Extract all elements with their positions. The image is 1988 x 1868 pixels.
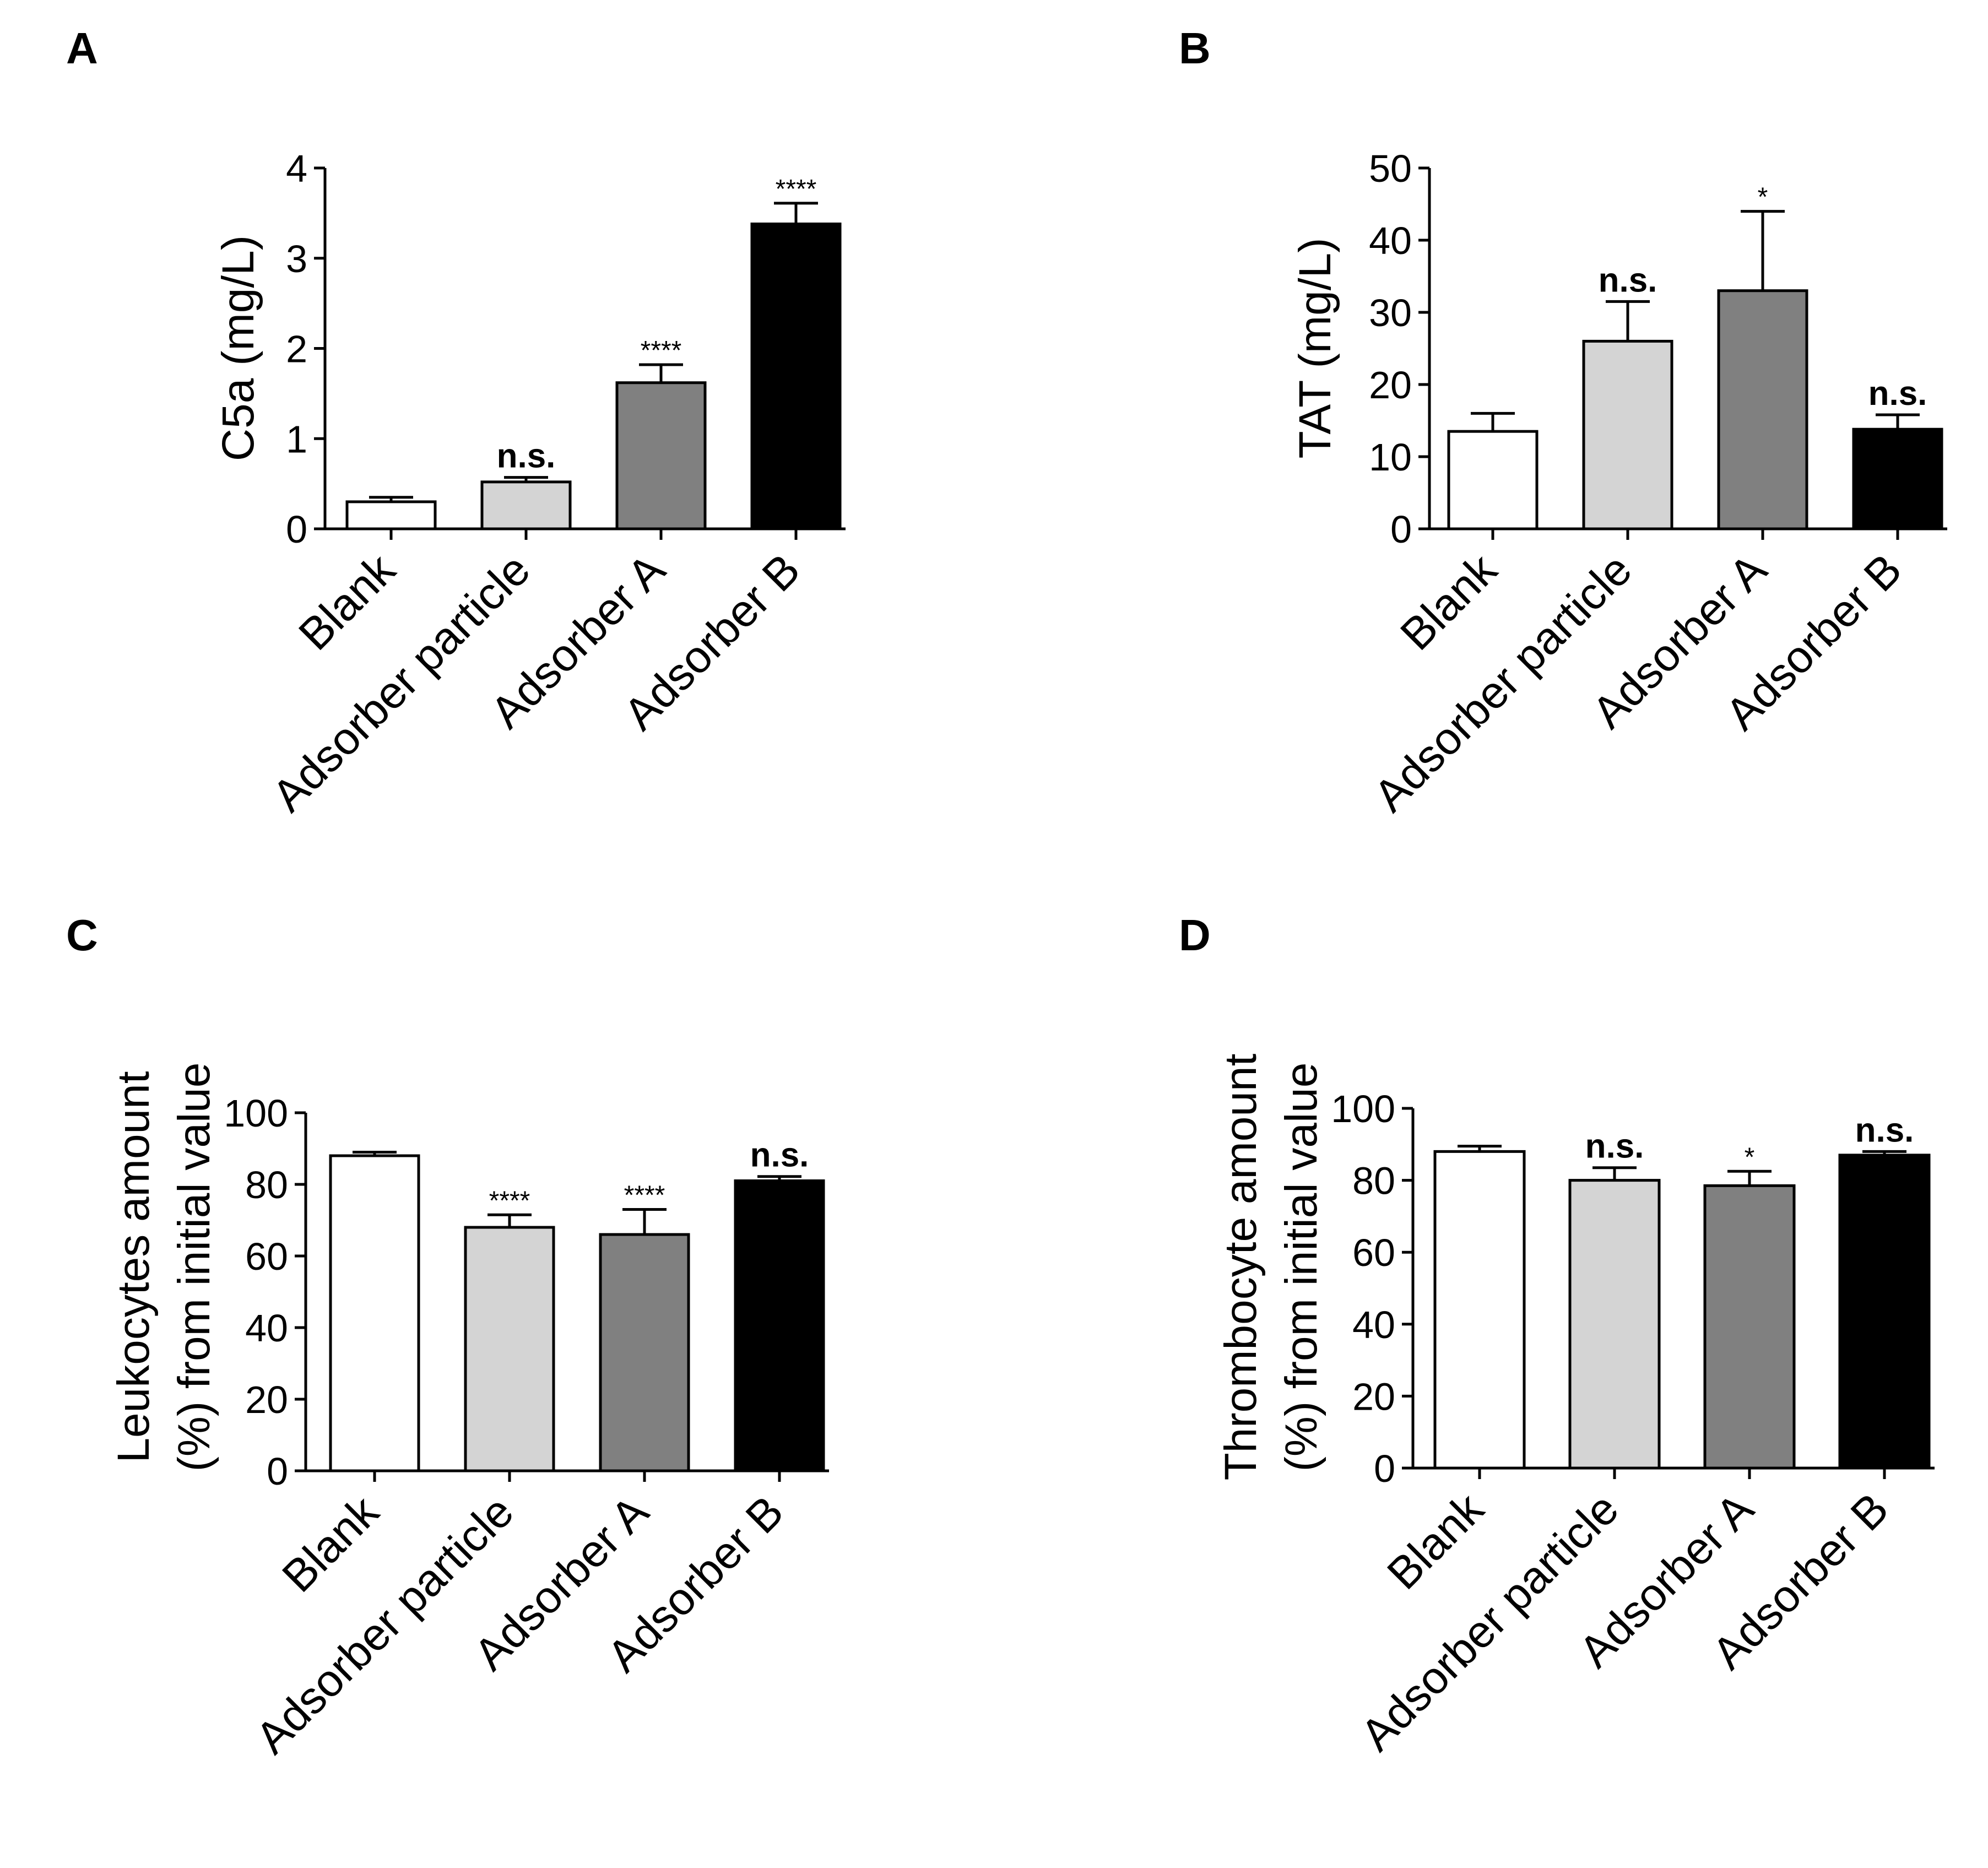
y-tick-label: 80 bbox=[245, 1163, 288, 1206]
y-tick-label: 2 bbox=[286, 328, 307, 371]
y-tick-label: 30 bbox=[1369, 291, 1412, 334]
significance-label: n.s. bbox=[1855, 1111, 1914, 1149]
y-tick-label: 0 bbox=[1390, 508, 1412, 551]
y-tick-label: 3 bbox=[286, 237, 307, 280]
y-tick-label: 0 bbox=[1374, 1447, 1395, 1490]
significance-label: n.s. bbox=[750, 1136, 809, 1174]
bar bbox=[1433, 1150, 1526, 1470]
y-tick-label: 4 bbox=[286, 147, 307, 190]
bar bbox=[329, 1154, 420, 1472]
bar bbox=[1568, 1179, 1661, 1470]
significance-label: n.s. bbox=[497, 437, 556, 475]
significance-label: n.s. bbox=[1599, 261, 1657, 299]
y-tick-label: 100 bbox=[224, 1092, 288, 1135]
y-axis-title: Leukocytes amount (%) from initial value bbox=[109, 1063, 219, 1472]
bar bbox=[1447, 430, 1539, 530]
panel-letter: B bbox=[1179, 24, 1211, 73]
bar bbox=[599, 1233, 690, 1472]
significance-label: **** bbox=[776, 175, 817, 204]
y-tick-label: 80 bbox=[1352, 1160, 1395, 1203]
bar bbox=[464, 1226, 555, 1472]
panel-letter: C bbox=[66, 911, 98, 960]
y-axis-title-line: TAT (mg/L) bbox=[1290, 238, 1340, 459]
y-axis-title-line: (%) from initial value bbox=[169, 1063, 219, 1472]
y-axis-title-line: Thrombocyte amount bbox=[1216, 1053, 1266, 1480]
x-category-label: Blank bbox=[289, 544, 405, 660]
significance-label: n.s. bbox=[1868, 375, 1927, 413]
y-axis-title-line: (%) from initial value bbox=[1276, 1063, 1326, 1472]
bar bbox=[615, 381, 707, 530]
x-category-label: Adsorber particle bbox=[1364, 544, 1642, 821]
y-tick-label: 0 bbox=[267, 1450, 288, 1493]
x-category-label: Blank bbox=[1378, 1483, 1493, 1599]
y-tick-label: 60 bbox=[1352, 1231, 1395, 1274]
bar bbox=[734, 1179, 825, 1472]
y-tick-label: 40 bbox=[1352, 1303, 1395, 1346]
y-tick-label: 40 bbox=[245, 1307, 288, 1350]
significance-label: **** bbox=[624, 1181, 665, 1210]
x-category-label: Blank bbox=[1391, 544, 1507, 660]
x-category-label: Adsorber particle bbox=[246, 1486, 523, 1763]
y-axis-title-line: C5a (mg/L) bbox=[213, 235, 263, 461]
bar bbox=[1852, 427, 1943, 530]
y-tick-label: 20 bbox=[1352, 1375, 1395, 1418]
y-tick-label: 40 bbox=[1369, 219, 1412, 262]
y-tick-label: 10 bbox=[1369, 436, 1412, 479]
y-tick-label: 50 bbox=[1369, 147, 1412, 190]
panel-letter: D bbox=[1179, 911, 1211, 960]
y-axis-title: C5a (mg/L) bbox=[213, 235, 263, 461]
panel-letter: A bbox=[66, 24, 98, 73]
significance-label: **** bbox=[641, 336, 682, 365]
y-axis-title: Thrombocyte amount (%) from initial value bbox=[1216, 1053, 1326, 1480]
bar bbox=[750, 223, 842, 530]
bar bbox=[1838, 1154, 1931, 1470]
x-category-label: Adsorber particle bbox=[1351, 1483, 1628, 1761]
significance-label: n.s. bbox=[1585, 1128, 1644, 1166]
panel-a: A 0 1 2 3 4 C5a (mg/L) Blank n.s. Adsorber partic… bbox=[66, 24, 846, 821]
y-axis-title-line: Leukocytes amount bbox=[109, 1071, 159, 1463]
y-tick-label: 20 bbox=[245, 1378, 288, 1421]
x-category-label: Blank bbox=[273, 1486, 388, 1602]
bar bbox=[1703, 1184, 1796, 1470]
y-axis-title: TAT (mg/L) bbox=[1290, 238, 1340, 459]
significance-label: * bbox=[1758, 183, 1768, 212]
panel-b: B 0 10 20 30 40 50 TAT (mg/L) Blank n.s. Adsorber … bbox=[1179, 24, 1947, 821]
bar bbox=[1582, 339, 1673, 530]
significance-label: **** bbox=[489, 1186, 530, 1215]
bar bbox=[345, 500, 437, 530]
bar bbox=[480, 480, 572, 530]
y-tick-label: 60 bbox=[245, 1235, 288, 1278]
y-tick-label: 0 bbox=[286, 508, 307, 551]
bar bbox=[1717, 289, 1808, 530]
y-tick-label: 100 bbox=[1331, 1087, 1395, 1130]
significance-label: * bbox=[1745, 1143, 1755, 1172]
y-tick-label: 20 bbox=[1369, 364, 1412, 407]
x-category-label: Adsorber particle bbox=[263, 544, 540, 821]
y-tick-label: 1 bbox=[286, 418, 307, 461]
